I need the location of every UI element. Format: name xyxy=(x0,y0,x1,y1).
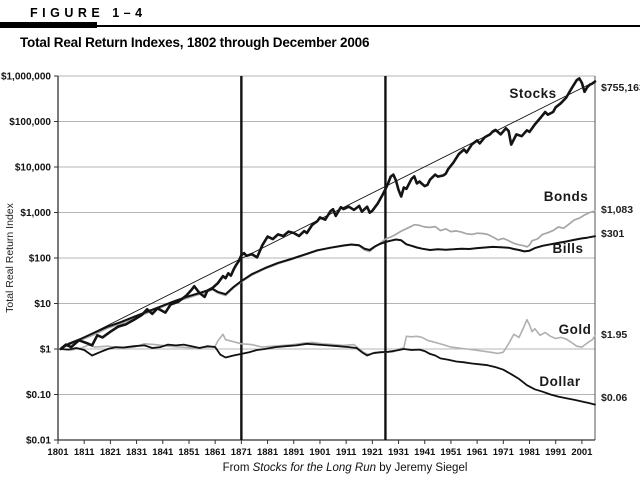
x-axis-tick-label: 1801 xyxy=(47,447,69,458)
x-axis-tick-label: 1861 xyxy=(205,447,227,458)
x-axis-tick-label: 1821 xyxy=(100,447,122,458)
series-end-value-dollar: $0.06 xyxy=(601,392,627,404)
caption-suffix: by Jeremy Siegel xyxy=(376,462,468,474)
header-rule-thin xyxy=(0,25,640,27)
source-caption: From Stocks for the Long Run by Jeremy S… xyxy=(100,462,590,474)
caption-prefix: From xyxy=(222,462,253,474)
series-label-stocks: Stocks xyxy=(509,86,556,101)
y-axis-tick-label: $100 xyxy=(29,254,52,265)
x-axis-tick-label: 1931 xyxy=(388,447,410,458)
y-axis-title: Total Real Return Index xyxy=(4,202,16,312)
x-axis-tick-label: 1921 xyxy=(362,447,384,458)
x-axis-tick-label: 1871 xyxy=(231,447,253,458)
y-axis-tick-label: $0.10 xyxy=(26,390,51,401)
series-line-bills xyxy=(59,235,596,350)
x-axis-tick-label: 1981 xyxy=(519,447,541,458)
x-axis-tick-label: 2001 xyxy=(571,447,593,458)
y-axis-tick-label: $10,000 xyxy=(15,163,52,174)
series-end-value-bills: $301 xyxy=(601,228,625,240)
x-axis-tick-label: 1991 xyxy=(545,447,567,458)
y-axis-tick-label: $10 xyxy=(34,299,51,310)
series-line-bonds xyxy=(59,210,596,350)
series-end-value-gold: $1.95 xyxy=(601,329,627,341)
x-axis-tick-label: 1851 xyxy=(178,447,200,458)
x-axis-tick-label: 1971 xyxy=(493,447,515,458)
series-label-bills: Bills xyxy=(552,241,583,256)
x-axis-tick-label: 1941 xyxy=(414,447,436,458)
series-end-value-bonds: $1,083 xyxy=(601,204,633,216)
y-axis-tick-label: $1 xyxy=(40,345,52,356)
series-label-gold: Gold xyxy=(559,322,592,337)
x-axis-tick-label: 1951 xyxy=(440,447,462,458)
series-label-dollar: Dollar xyxy=(539,374,581,389)
x-axis-tick-label: 1891 xyxy=(283,447,305,458)
x-axis-tick-label: 1831 xyxy=(126,447,148,458)
y-axis-tick-label: $0.01 xyxy=(26,436,51,447)
series-line-dollar xyxy=(59,342,596,406)
header-rule-thick xyxy=(0,22,97,28)
y-axis-tick-label: $1,000 xyxy=(20,208,51,219)
x-axis-tick-label: 1961 xyxy=(467,447,489,458)
figure-label: FIGURE 1–4 xyxy=(30,6,147,20)
x-axis-tick-label: 1881 xyxy=(257,447,279,458)
y-axis-tick-label: $1,000,000 xyxy=(1,72,51,83)
caption-book-title: Stocks for the Long Run xyxy=(252,462,376,474)
x-axis-tick-label: 1841 xyxy=(152,447,174,458)
series-line-stocks xyxy=(59,77,597,351)
figure-subtitle: Total Real Return Indexes, 1802 through … xyxy=(20,35,370,50)
x-axis-tick-label: 1911 xyxy=(336,447,357,458)
series-label-bonds: Bonds xyxy=(544,189,589,204)
series-line-stocks-trend xyxy=(60,81,596,350)
y-axis-tick-label: $100,000 xyxy=(9,117,51,128)
x-axis-tick-label: 1901 xyxy=(309,447,331,458)
series-end-value-stocks: $755,163 xyxy=(601,82,640,94)
x-axis-tick-label: 1811 xyxy=(74,447,95,458)
